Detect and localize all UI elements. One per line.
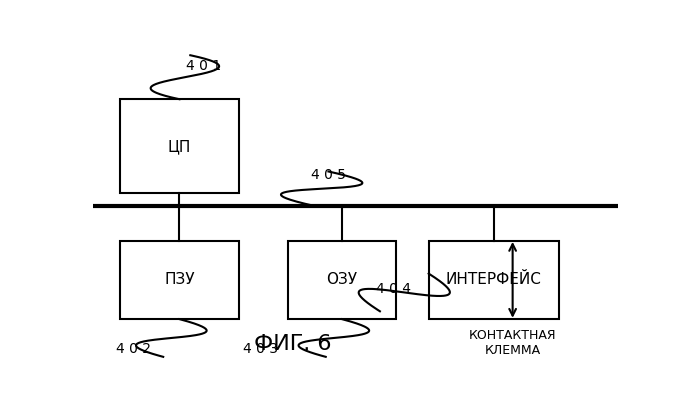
Text: 4 0 5: 4 0 5 (311, 168, 346, 182)
Text: 4 0 3: 4 0 3 (243, 342, 278, 356)
Bar (288, 241, 396, 319)
Text: 4 0 2: 4 0 2 (116, 342, 151, 356)
Text: 4 0 4: 4 0 4 (376, 282, 411, 296)
Text: ОЗУ: ОЗУ (326, 273, 357, 287)
Text: ЦП: ЦП (168, 139, 191, 154)
Text: ИНТЕРФЕЙС: ИНТЕРФЕЙС (446, 273, 542, 287)
Bar (120, 241, 239, 319)
Text: ФИГ. 6: ФИГ. 6 (254, 334, 332, 354)
Bar (428, 241, 559, 319)
Text: ПЗУ: ПЗУ (164, 273, 195, 287)
Text: 4 0 1: 4 0 1 (186, 59, 222, 73)
Text: КОНТАКТНАЯ
КЛЕММА: КОНТАКТНАЯ КЛЕММА (469, 329, 556, 357)
Bar (120, 99, 239, 193)
